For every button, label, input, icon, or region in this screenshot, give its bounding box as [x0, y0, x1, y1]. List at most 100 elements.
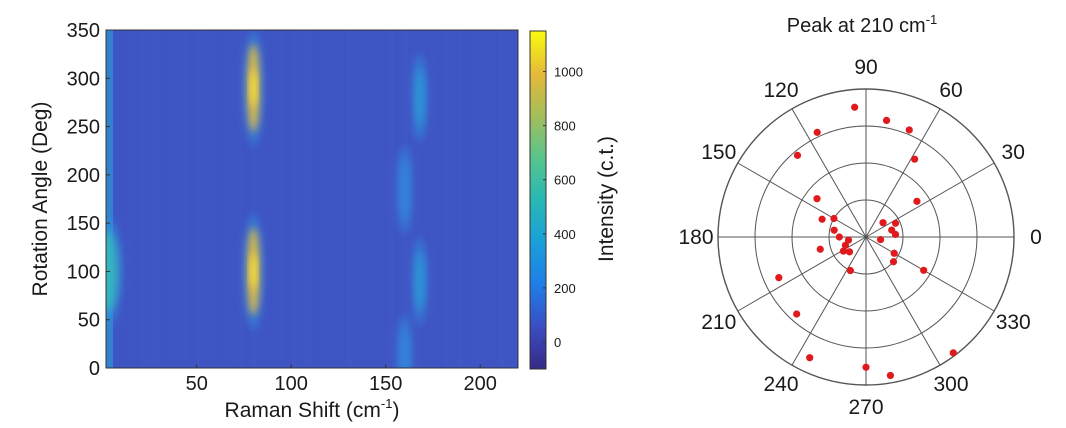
heatmap-band: [396, 145, 413, 234]
polar-point: [879, 219, 887, 227]
polar-grid: [717, 88, 1015, 386]
heatmap-stripe: [415, 30, 422, 368]
polar-angle-label: 330: [996, 311, 1031, 334]
polar-point: [813, 128, 821, 136]
polar-angle-label: 180: [678, 226, 713, 249]
heatmap-stripe: [449, 30, 456, 368]
heatmap-stripe: [374, 30, 381, 368]
heatmap-stripe: [435, 30, 443, 368]
heatmap-frame: [105, 29, 519, 369]
y-tick-label: 350: [67, 20, 100, 42]
polar-angle-label: 240: [763, 373, 798, 396]
y-axis-label: Rotation Angle (Deg): [29, 102, 52, 297]
heatmap-stripe: [127, 30, 134, 368]
polar-spoke: [865, 108, 941, 238]
heatmap-stripe: [421, 30, 429, 368]
polar-point: [891, 219, 900, 227]
polar-angle-labels: 0 30 60 90 120 150 180 210 240 270 300 330: [678, 56, 1041, 419]
polar-point: [806, 354, 814, 362]
y-tick-label: 50: [78, 310, 100, 332]
polar-angle-label: 300: [933, 373, 968, 396]
colorbar-tick-label: 800: [554, 119, 576, 134]
polar-spoke: [865, 236, 995, 312]
heatmap-stripe: [160, 30, 168, 368]
polar-point: [882, 116, 891, 124]
heatmap-band: [396, 314, 413, 368]
heatmap-stripe: [250, 30, 258, 368]
colorbar-label: Intensity (c.t.): [595, 136, 618, 262]
polar-angle-label: 30: [1002, 141, 1025, 164]
heatmap-stripe: [223, 30, 230, 368]
polar-angle-label: 210: [701, 311, 736, 334]
heatmap-band: [243, 213, 264, 330]
polar-point: [891, 230, 900, 239]
heatmap-band: [106, 217, 122, 326]
heatmap-band: [243, 30, 264, 146]
heatmap-stripe: [133, 30, 141, 368]
heatmap-stripe: [484, 30, 491, 368]
heatmap-stripe: [387, 30, 395, 368]
polar-point: [886, 371, 895, 380]
heatmap-stripe: [366, 30, 374, 368]
polar-point: [890, 249, 898, 257]
heatmap-stripe: [476, 30, 484, 368]
heatmap-stripe: [333, 30, 340, 368]
polar-point: [844, 236, 853, 244]
heatmap-panel: 0 50 100 150 200 250 300 350 50 100 150 200 Raman …: [29, 20, 519, 422]
polar-angle-label: 270: [848, 396, 883, 419]
colorbar-tick-label: 600: [554, 173, 576, 188]
heatmap-stripe: [312, 30, 319, 368]
heatmap-stripe: [319, 30, 326, 368]
y-tick-label: 200: [67, 165, 100, 187]
polar-point: [889, 258, 898, 266]
colorbar-tick-label: 1000: [554, 65, 583, 80]
polar-point: [816, 245, 824, 253]
colorbar-ticks: 0 200 400 600 800 1000: [543, 65, 583, 350]
polar-point: [920, 266, 928, 274]
colorbar-tick-label: 200: [554, 281, 576, 296]
heatmap-stripe: [429, 30, 436, 368]
heatmap-stripe: [470, 30, 477, 368]
heatmap-stripe: [209, 30, 216, 368]
y-axis-ticks: 0 50 100 150 200 250 300 350: [67, 20, 110, 380]
heatmap-stripe: [360, 30, 367, 368]
y-tick-label: 250: [67, 117, 100, 139]
polar-point: [835, 233, 843, 241]
polar-point: [911, 155, 919, 163]
polar-point: [905, 126, 913, 134]
polar-point: [818, 215, 826, 223]
heatmap-bands: [106, 30, 428, 368]
y-tick-label: 300: [67, 68, 100, 90]
heatmap-stripe: [182, 30, 189, 368]
heatmap-stripe: [490, 30, 498, 368]
heatmap-stripe: [353, 30, 360, 368]
heatmap-stripe: [195, 30, 203, 368]
heatmap-stripe: [284, 30, 292, 368]
heatmap-stripe: [270, 30, 278, 368]
y-tick-label: 100: [67, 261, 100, 283]
x-axis-label: Raman Shift (cm-1): [225, 396, 400, 422]
x-tick-label: 100: [275, 373, 308, 395]
heatmap-background: [106, 30, 518, 368]
heatmap-band: [411, 237, 428, 326]
polar-angle-label: 0: [1030, 226, 1042, 249]
heatmap-stripe: [168, 30, 175, 368]
colorbar: 0 200 400 600 800 1000 Intensity (c.t.): [529, 30, 618, 370]
y-tick-label: 150: [67, 213, 100, 235]
heatmap-stripe: [380, 30, 388, 368]
colorbar-tick-label: 0: [554, 335, 561, 350]
heatmap-stripe: [497, 30, 505, 368]
polar-point: [775, 274, 783, 282]
polar-panel: Peak at 210 cm-1 0 30 60 90 120 150 180 210 240 2…: [678, 12, 1041, 419]
polar-angle-label: 90: [854, 56, 877, 79]
polar-spoke: [865, 236, 941, 366]
polar-point: [839, 247, 848, 255]
heatmap-stripe: [278, 30, 285, 368]
polar-point: [851, 103, 859, 111]
heatmap-stripe: [140, 30, 148, 368]
polar-angle-label: 60: [939, 79, 962, 102]
heatmap-stripe: [291, 30, 299, 368]
polar-point: [862, 363, 870, 371]
heatmap-stripe: [202, 30, 209, 368]
